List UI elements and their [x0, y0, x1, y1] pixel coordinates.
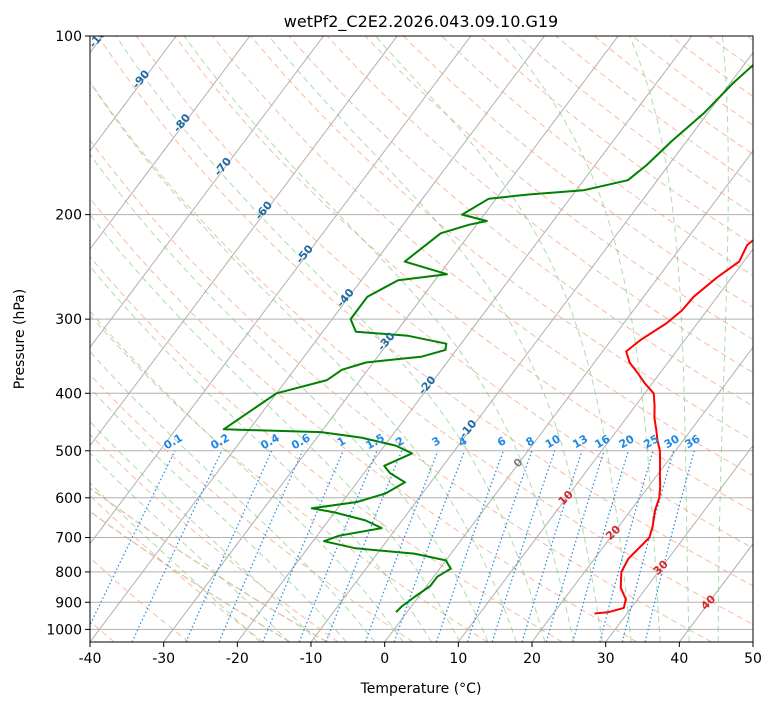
mixing-ratio-line	[131, 450, 223, 642]
y-axis-title: Pressure (hPa)	[12, 289, 28, 389]
moist-adiabat-line	[115, 36, 546, 642]
isotherm-line	[310, 51, 753, 642]
dry-adiabat-line	[90, 373, 414, 642]
mixing-ratio-line	[185, 450, 273, 642]
isotherm-line	[90, 36, 251, 250]
x-tick-label: -10	[300, 651, 323, 667]
dry-adiabat-line	[90, 81, 753, 625]
isotherm-line	[90, 36, 324, 349]
x-tick-label: -30	[152, 651, 175, 667]
mixing-ratio-line	[435, 450, 504, 642]
dewpoint-profile-line	[222, 63, 753, 613]
dry-adiabat-line	[90, 139, 712, 642]
isotherm-line	[90, 36, 398, 447]
moist-adiabat-line	[90, 265, 432, 642]
isotherm-line	[531, 346, 753, 642]
moist-adiabat-line	[717, 36, 729, 642]
dry-adiabat-line	[135, 36, 753, 549]
dry-adiabat-line	[174, 36, 753, 513]
y-tick-label: 600	[55, 491, 82, 507]
x-tick-label: 0	[380, 651, 389, 667]
mixing-ratio-line	[621, 450, 675, 642]
isotherm-line	[90, 36, 472, 545]
x-tick-label: -40	[79, 651, 102, 667]
isotherm-line	[457, 248, 753, 642]
moist-adiabat-line	[90, 81, 517, 642]
mixing-ratio-line	[90, 450, 176, 627]
x-tick-label: 50	[744, 651, 762, 667]
dry-adiabat-line	[441, 36, 753, 277]
dry-adiabat-line	[288, 36, 753, 407]
y-tick-label: 200	[55, 208, 82, 224]
dendritic-zone-line	[90, 487, 328, 642]
y-tick-label: 400	[55, 386, 82, 402]
y-tick-label: 100	[55, 29, 82, 45]
dry-adiabat-line	[90, 255, 563, 642]
x-tick-label: 20	[523, 651, 541, 667]
mixing-ratio-line	[572, 450, 629, 642]
y-tick-label: 1000	[46, 622, 82, 638]
dry-adiabat-line	[364, 36, 753, 341]
plot-frame	[89, 35, 754, 643]
axes: -40 -30 -20 -10 0 10 20 30 40 50 100 200 300 400 500 60…	[46, 29, 762, 667]
dry-adiabat-line	[90, 494, 264, 642]
moist-adiabat-line	[629, 36, 690, 642]
dry-adiabat-line	[90, 314, 488, 642]
mixing-ratio-line	[491, 450, 556, 642]
dry-adiabat-line	[97, 36, 753, 587]
isotherm-line	[605, 444, 753, 642]
isotherm-line	[384, 150, 753, 642]
moist-adiabat-line	[90, 420, 319, 642]
mixing-ratio-line	[262, 450, 344, 642]
y-tick-label: 500	[55, 444, 82, 460]
dry-adiabat-line	[479, 36, 753, 246]
dry-adiabat-line	[403, 36, 753, 308]
moist-adiabat-line	[183, 36, 575, 642]
temperature-profile-line	[594, 239, 753, 615]
mixing-ratio-line	[599, 450, 654, 642]
y-tick-label: 900	[55, 595, 82, 611]
mixing-ratio-line	[466, 450, 533, 642]
moist-adiabat-line	[90, 387, 347, 642]
y-tick-label: 800	[55, 565, 82, 581]
isotherm-line	[163, 36, 619, 642]
dry-adiabat-line	[326, 36, 753, 374]
moist-adiabat-line	[374, 36, 632, 642]
mixing-ratio-line	[545, 450, 605, 642]
profile-lines	[222, 63, 753, 615]
chart-title: wetPf2_C2E2.2026.043.09.10.G19	[284, 12, 558, 32]
moist-adiabat-line	[90, 213, 461, 642]
x-tick-label: -20	[226, 651, 249, 667]
mixing-ratio-line	[218, 450, 304, 642]
isotherm-line	[236, 36, 693, 642]
mixing-ratio-line	[644, 450, 695, 642]
x-tick-label: 40	[670, 651, 688, 667]
x-tick-label: 30	[597, 651, 615, 667]
dry-adiabat-line	[90, 197, 638, 642]
mixing-ratio-line	[521, 450, 583, 642]
y-tick-label: 700	[55, 531, 82, 547]
x-tick-label: 10	[449, 651, 467, 667]
dry-adiabat-line	[517, 36, 753, 215]
moist-adiabat-line	[90, 482, 261, 642]
x-axis-title: Temperature (°C)	[360, 681, 482, 697]
background-lines	[90, 36, 753, 642]
isotherm-line	[90, 36, 177, 152]
dry-adiabat-line	[250, 36, 753, 442]
moist-adiabat-line	[503, 36, 661, 642]
y-tick-label: 300	[55, 312, 82, 328]
moist-adiabat-line	[268, 36, 603, 642]
moist-adiabat-line	[90, 310, 404, 642]
moist-adiabat-line	[90, 350, 376, 642]
